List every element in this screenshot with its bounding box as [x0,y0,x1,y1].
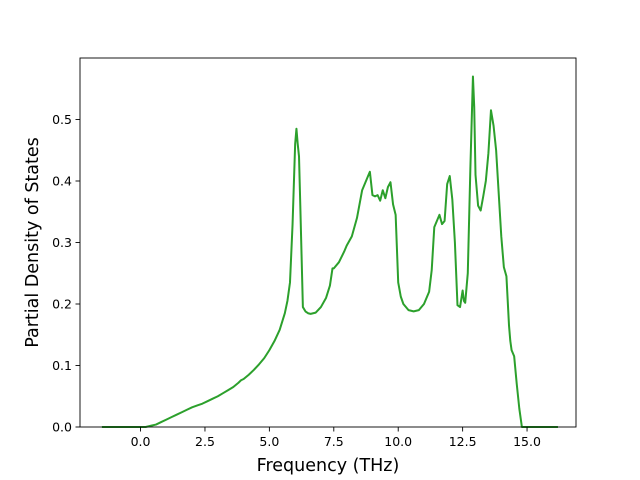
x-axis-label: Frequency (THz) [257,456,400,476]
x-tick-label: 7.5 [324,434,344,449]
y-tick-label: 0.4 [52,174,72,189]
plot-layer [101,75,558,428]
y-tick-label: 0.5 [52,112,72,127]
x-tick-label: 10.0 [384,434,412,449]
x-tick-label: 15.0 [513,434,541,449]
y-tick-label: 0.3 [52,235,72,250]
axes-frame [79,57,577,428]
y-axis-label: Partial Density of States [23,137,43,348]
y-tick-label: 0.1 [52,358,72,373]
tick-layer: 0.0 2.5 5.0 7.5 10.0 12.5 15.0 0.0 0.1 0.2 0.3 0.4 0… [52,112,541,449]
x-tick-label: 0.0 [131,434,151,449]
pdos-series-line [101,75,558,428]
y-tick-label: 0.0 [52,420,72,435]
x-tick-label: 2.5 [195,434,215,449]
x-tick-label: 5.0 [259,434,279,449]
x-tick-label: 12.5 [449,434,477,449]
y-tick-label: 0.2 [52,297,72,312]
